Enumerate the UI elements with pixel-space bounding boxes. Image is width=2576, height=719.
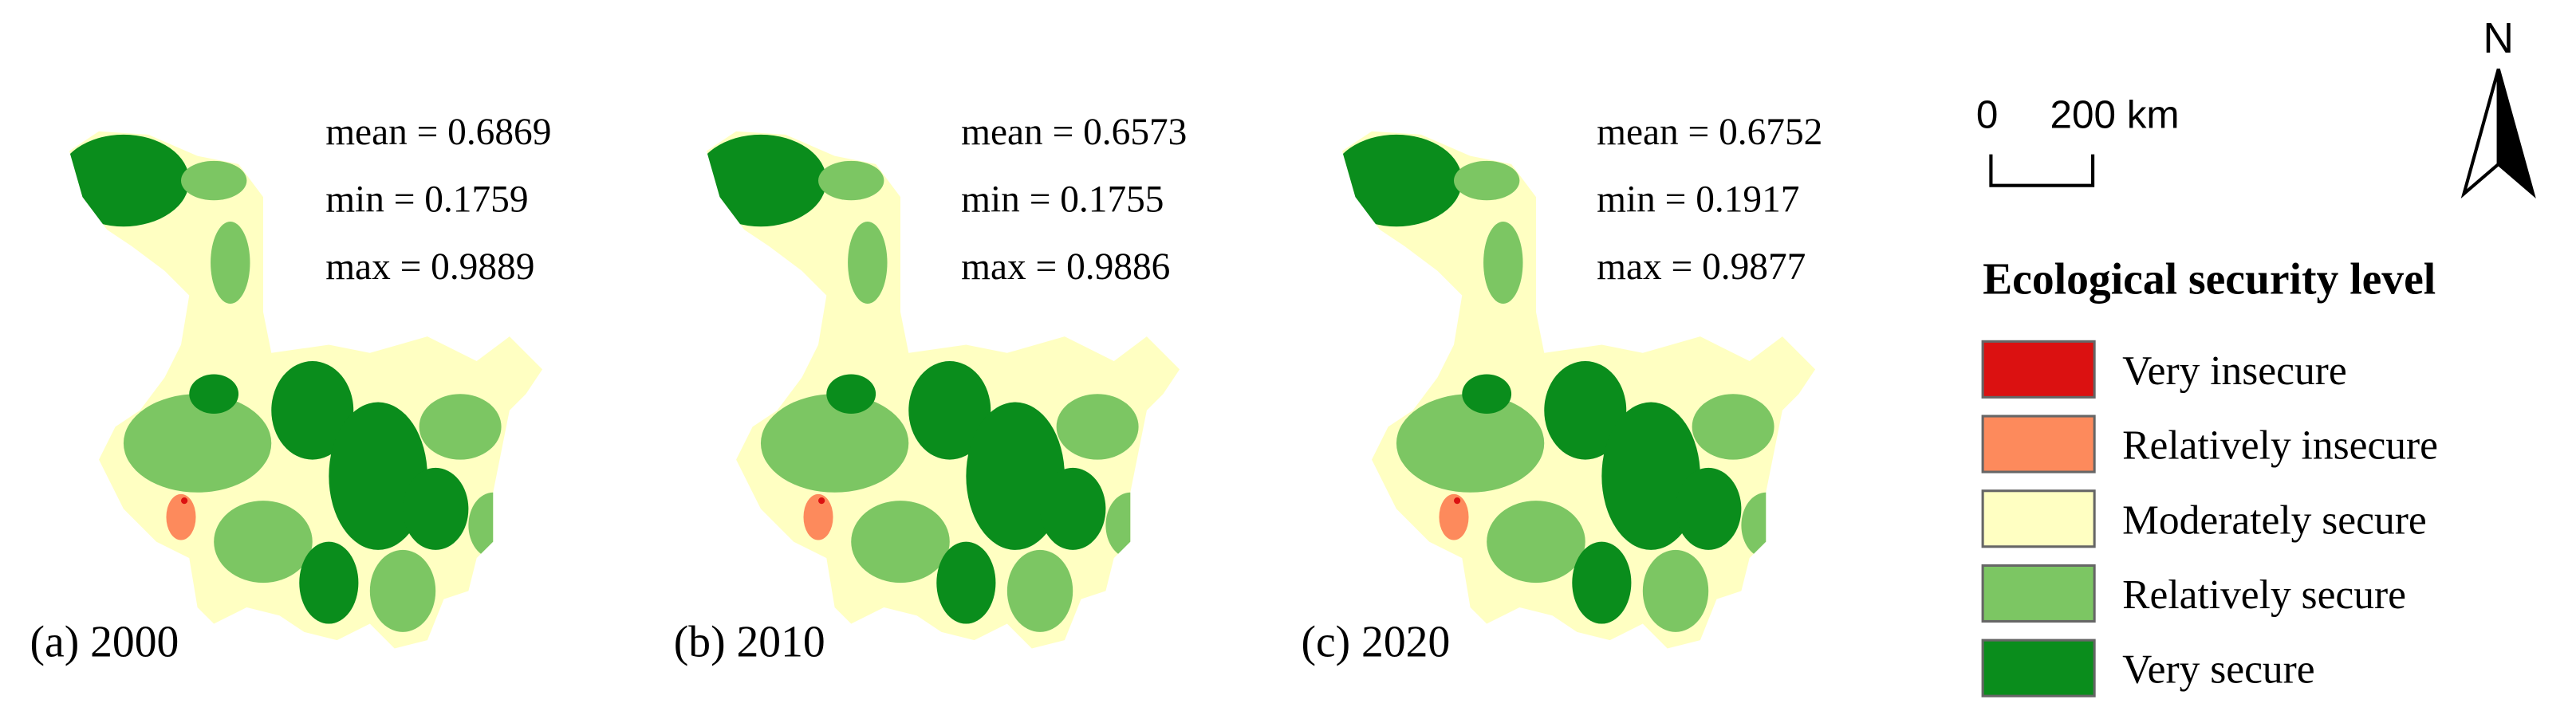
legend-label: Very insecure	[2122, 348, 2347, 394]
panel-label: (b) 2010	[674, 618, 825, 667]
legend-label: Relatively secure	[2122, 572, 2406, 618]
legend-label: Moderately secure	[2122, 497, 2427, 543]
legend-label: Very secure	[2122, 647, 2315, 693]
map-panel: mean = 0.6869 min = 0.1759 max = 0.9889 …	[30, 112, 552, 667]
stat: mean = 0.6752	[1597, 112, 1822, 153]
legend-label: Relatively insecure	[2122, 423, 2438, 469]
legend-swatch	[1981, 564, 2096, 623]
north-label: N	[2483, 15, 2514, 62]
stat: min = 0.1917	[1597, 179, 1799, 221]
legend-title: Ecological security level	[1983, 255, 2436, 304]
panel-label: (a) 2000	[30, 618, 179, 667]
legend-swatch	[1981, 489, 2096, 548]
stat: min = 0.1759	[325, 179, 528, 221]
legend: Ecological security level Very insecure R…	[1981, 255, 2438, 697]
map-panel: mean = 0.6752 min = 0.1917 max = 0.9877 …	[1301, 112, 1822, 667]
legend-swatch	[1981, 638, 2096, 697]
scale-bar: 0 200 km	[1976, 93, 2180, 187]
legend-swatch	[1981, 415, 2096, 473]
panel-label: (c) 2020	[1301, 618, 1450, 667]
stat: mean = 0.6869	[325, 112, 551, 153]
scale-label: 200 km	[2050, 93, 2180, 137]
stat: min = 0.1755	[961, 179, 1164, 221]
scale-label: 0	[1976, 93, 1998, 137]
scale-line	[1989, 154, 2095, 187]
stat: max = 0.9886	[961, 246, 1170, 288]
stat: max = 0.9877	[1597, 246, 1806, 288]
map-panel: mean = 0.6573 min = 0.1755 max = 0.9886 …	[674, 112, 1188, 667]
stat: mean = 0.6573	[961, 112, 1187, 153]
legend-swatch	[1981, 340, 2096, 399]
stat: max = 0.9889	[325, 246, 534, 288]
north-arrow: N	[2460, 15, 2536, 198]
